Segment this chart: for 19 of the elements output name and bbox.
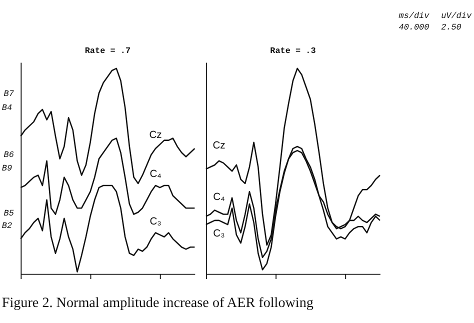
series-label: C₃ xyxy=(150,216,162,228)
series-label: C₄ xyxy=(213,192,225,203)
text: 2.50 xyxy=(441,22,462,32)
chart-title: Rate = .3 xyxy=(270,46,316,56)
text: B6 xyxy=(4,150,14,160)
text: uV/div xyxy=(441,11,472,22)
text: B7 xyxy=(4,89,15,100)
caption: Figure 2. Normal amplitude increase of AER following xyxy=(2,294,314,311)
text: B9 xyxy=(2,163,12,174)
text: B5 xyxy=(4,208,14,219)
chart-title: Rate = .7 xyxy=(84,46,131,56)
text: ms/div xyxy=(398,11,430,22)
series-label: C₃ xyxy=(213,228,225,240)
text: 40.000 xyxy=(398,22,430,32)
text: B4 xyxy=(2,103,12,114)
series-label: Cz xyxy=(212,140,226,152)
series-label: C₄ xyxy=(150,169,162,180)
series-label: Cz xyxy=(149,130,162,142)
text: B2 xyxy=(2,220,12,231)
